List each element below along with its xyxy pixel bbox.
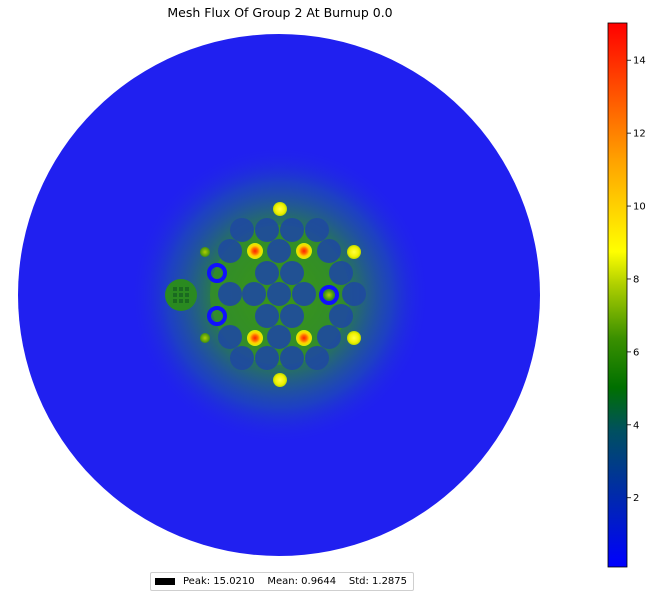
green-spot [200,247,210,257]
hot-spots [247,243,312,346]
colorbar-tick-label: 2 [633,493,639,504]
fuel-assembly [280,304,304,328]
fuel-assembly [292,282,316,306]
fuel-assembly [267,325,291,349]
colorbar: 2 4 6 8 10 12 14 [607,22,646,568]
yellow-spot [347,245,361,259]
fuel-assembly [267,282,291,306]
fuel-assembly [342,282,366,306]
fuel-assembly [255,304,279,328]
hot-spot [247,243,263,259]
fuel-assembly [280,218,304,242]
yellow-spot [273,202,287,216]
chart-title: Mesh Flux Of Group 2 At Burnup 0.0 [167,5,393,20]
yellow-spot [273,373,287,387]
absorber-ring [207,306,227,326]
fuel-assembly [255,261,279,285]
fuel-assembly [280,261,304,285]
colorbar-tick-label: 14 [633,56,646,67]
stats-legend: Peak: 15.0210 Mean: 0.9644 Std: 1.2875 [150,572,415,591]
fuel-assembly [230,218,254,242]
fuel-assembly [305,346,329,370]
legend-swatch [155,578,175,585]
fuel-assembly [218,325,242,349]
absorber-ring [207,263,227,283]
fuel-assembly [329,304,353,328]
fuel-assembly [255,346,279,370]
colorbar-gradient [607,22,628,568]
yellow-spot [347,331,361,345]
fuel-assembly [305,218,329,242]
hot-spot [247,330,263,346]
yellow-spots [273,202,361,387]
colorbar-tick-label: 4 [633,420,639,431]
absorber-ring [319,285,339,305]
colorbar-tick-label: 8 [633,274,639,285]
green-spot [324,290,334,300]
fuel-assembly [218,282,242,306]
stats-text: Peak: 15.0210 Mean: 0.9644 Std: 1.2875 [183,576,408,587]
fuel-assembly [317,325,341,349]
fuel-assembly [255,218,279,242]
colorbar-tick-label: 12 [633,129,646,140]
fuel-assembly [230,346,254,370]
green-spot [200,333,210,343]
colorbar-ticks: 2 4 6 8 10 12 14 [627,56,646,504]
fuel-assembly [242,282,266,306]
hot-spot [296,330,312,346]
green-spots [200,247,334,343]
colorbar-tick-label: 10 [633,202,646,213]
fuel-assembly [317,239,341,263]
fuel-assembly [329,261,353,285]
fuel-assembly [218,239,242,263]
hot-spot [296,243,312,259]
absorber-rings [207,263,339,326]
fuel-assembly [280,346,304,370]
fuel-assembly [267,239,291,263]
fuel-lattice [218,218,366,370]
colorbar-tick-label: 6 [633,347,639,358]
side-assembly [165,279,197,311]
